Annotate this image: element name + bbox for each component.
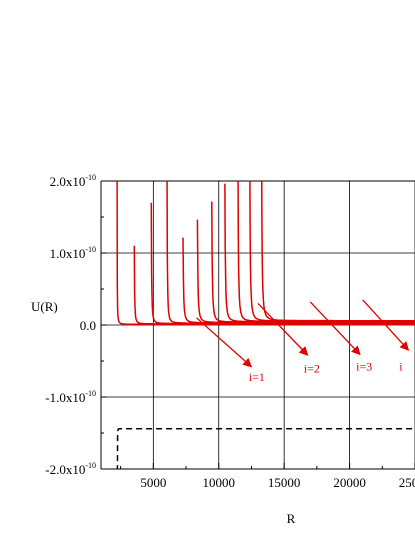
x-tick-label: 15000 <box>268 475 301 490</box>
annotation-label: i=1 <box>249 370 265 384</box>
y-axis-title: U(R) <box>31 299 58 314</box>
x-tick-label: 25000 <box>399 475 415 490</box>
series-line-10 <box>249 181 415 322</box>
series-line-11 <box>260 181 415 322</box>
series-line-1 <box>116 181 415 326</box>
axes <box>100 180 415 470</box>
series-line-3 <box>150 202 415 325</box>
annotation-label: i=2 <box>304 362 320 376</box>
y-tick-exponent: -10 <box>85 245 96 254</box>
y-tick-mantissa: 1.0x10 <box>50 246 86 261</box>
y-tick-exponent: -10 <box>85 389 96 398</box>
series-line-5 <box>182 237 415 324</box>
series-line-4 <box>166 181 415 324</box>
series-line-6 <box>196 219 415 324</box>
annotation-arrow <box>257 302 309 356</box>
dashed-series-line <box>116 427 415 469</box>
x-tick-label: 5000 <box>140 475 166 490</box>
y-tick-exponent: -10 <box>85 173 96 182</box>
y-tick-label: 1.0x10-10 <box>50 245 96 261</box>
x-tick-label: 10000 <box>203 475 236 490</box>
annotation-arrow <box>309 301 361 356</box>
y-tick-exponent: -10 <box>85 461 96 470</box>
y-tick-label: -2.0x10-10 <box>45 461 96 477</box>
x-axis-title: R <box>287 511 296 526</box>
y-tick-label: 0.0 <box>80 318 96 333</box>
annotation-label: i=3 <box>356 359 372 373</box>
series-line-7 <box>211 201 415 323</box>
series-line-2 <box>133 245 415 325</box>
annotations: i=1 i=2 i=3 i <box>196 299 410 384</box>
y-tick-mantissa: -2.0x10 <box>45 462 85 477</box>
x-tick-label: 20000 <box>333 475 366 490</box>
y-tick-mantissa: 2.0x10 <box>50 174 86 189</box>
series-line-9 <box>237 181 415 323</box>
y-tick-label: -1.0x10-10 <box>45 389 96 405</box>
annotation-label: i <box>399 359 403 373</box>
annotation-arrow <box>196 317 253 368</box>
y-tick-label: 2.0x10-10 <box>50 173 96 189</box>
tick-labels: 5000100001500020000250002.0x10-101.0x10-… <box>45 173 415 490</box>
annotation-arrow <box>362 299 410 351</box>
y-tick-mantissa: -1.0x10 <box>45 390 85 405</box>
